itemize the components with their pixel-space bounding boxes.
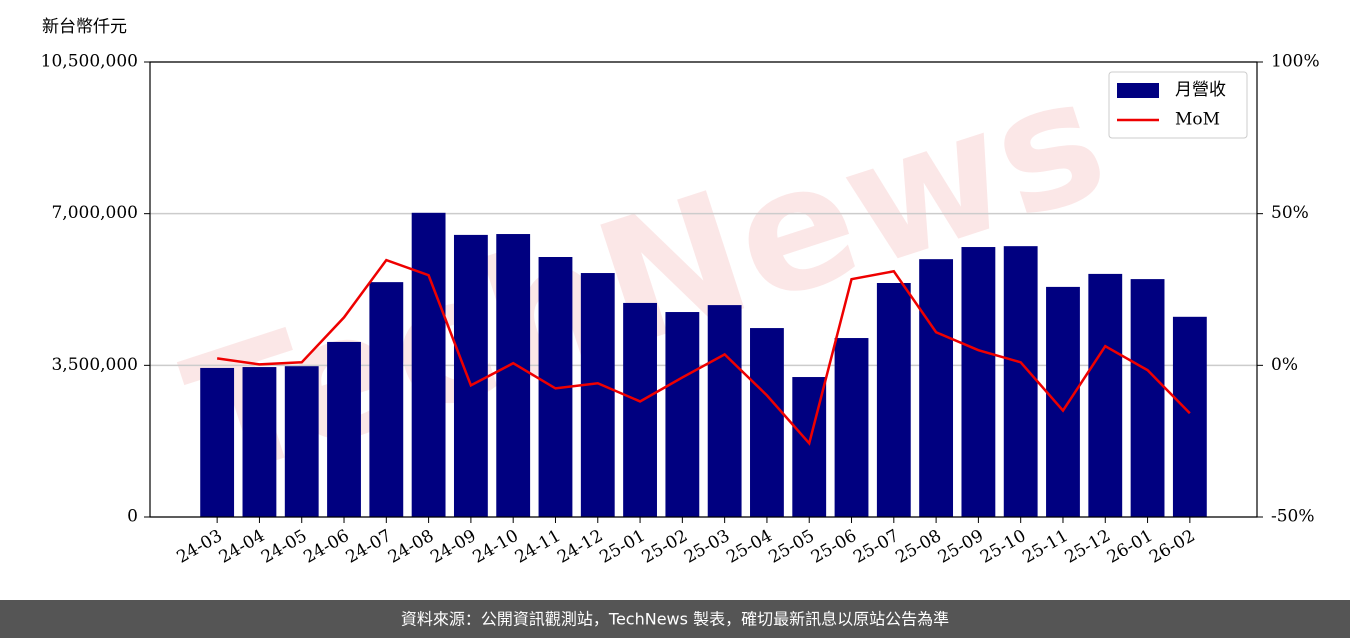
bar bbox=[961, 247, 996, 518]
bar bbox=[919, 259, 954, 517]
x-tick-label: 24-06 bbox=[300, 526, 352, 568]
x-tick-label: 24-04 bbox=[216, 526, 268, 568]
x-tick-label: 24-10 bbox=[469, 526, 521, 568]
x-tick-label: 25-07 bbox=[850, 526, 902, 568]
footer: 資料來源：公開資訊觀測站，TechNews 製表，確切最新訊息以原站公告為準 bbox=[401, 610, 949, 629]
bar bbox=[750, 328, 784, 517]
line bbox=[216, 258, 1191, 446]
y-tick-label: 3,500,000 bbox=[51, 355, 138, 375]
x-tick-label: 25-12 bbox=[1062, 526, 1114, 568]
x-tick-label: 25-09 bbox=[935, 526, 987, 568]
x-tick-label: 25-11 bbox=[1019, 526, 1071, 568]
bar bbox=[623, 302, 657, 517]
x-tick-label: 24-03 bbox=[173, 526, 225, 568]
bar bbox=[1172, 316, 1207, 517]
x-tick-label: 25-02 bbox=[639, 526, 691, 568]
y2-tick-label: 100% bbox=[1271, 52, 1320, 72]
bar bbox=[1130, 279, 1165, 517]
bar bbox=[834, 338, 869, 517]
bar bbox=[200, 367, 235, 517]
bar bbox=[369, 282, 404, 517]
y-tick-label: 10,500,000 bbox=[41, 52, 138, 72]
x-tick-label: 25-08 bbox=[892, 526, 944, 568]
x-tick-label: 25-10 bbox=[977, 526, 1029, 568]
bar bbox=[496, 234, 531, 518]
x-tick-label: 26-01 bbox=[1104, 526, 1156, 568]
legend-swatch bbox=[1117, 83, 1159, 98]
bar bbox=[665, 312, 700, 517]
x-tick-label: 24-09 bbox=[427, 526, 479, 568]
bar bbox=[1003, 246, 1038, 517]
x-tick-label: 24-07 bbox=[343, 526, 395, 568]
bar bbox=[453, 234, 488, 517]
bar bbox=[284, 366, 319, 517]
x-tick-label: 24-12 bbox=[554, 526, 606, 568]
bar bbox=[327, 341, 361, 517]
plot-frame bbox=[149, 61, 1258, 518]
legend-label: MoM bbox=[1175, 110, 1220, 130]
bar bbox=[707, 305, 742, 517]
bar bbox=[411, 212, 446, 518]
x-tick-label: 24-08 bbox=[385, 526, 437, 568]
x-tick-label: 25-06 bbox=[808, 526, 860, 568]
x-tick-label: 24-11 bbox=[512, 526, 564, 568]
legend-label: 月營收 bbox=[1175, 80, 1226, 100]
y2-tick-label: -50% bbox=[1271, 507, 1315, 527]
x-tick-label: 25-04 bbox=[723, 526, 775, 568]
x-tick-label: 25-05 bbox=[766, 526, 818, 568]
bar bbox=[876, 283, 911, 517]
y-tick-label: 0 bbox=[127, 507, 138, 527]
x-tick-label: 24-05 bbox=[258, 526, 310, 568]
bar bbox=[242, 367, 277, 517]
footer-bar bbox=[0, 600, 1350, 638]
x-tick-label: 25-03 bbox=[681, 526, 733, 568]
y-axis-label: 新台幣仟元 bbox=[42, 17, 127, 37]
bar bbox=[1046, 286, 1080, 517]
bar bbox=[580, 273, 615, 517]
x-tick-label: 26-02 bbox=[1146, 526, 1198, 568]
y2-tick-label: 0% bbox=[1271, 355, 1298, 375]
x-tick-label: 25-01 bbox=[596, 526, 648, 568]
y-tick-label: 7,000,000 bbox=[51, 203, 138, 223]
y2-tick-label: 50% bbox=[1271, 203, 1309, 223]
bar bbox=[1088, 273, 1123, 517]
